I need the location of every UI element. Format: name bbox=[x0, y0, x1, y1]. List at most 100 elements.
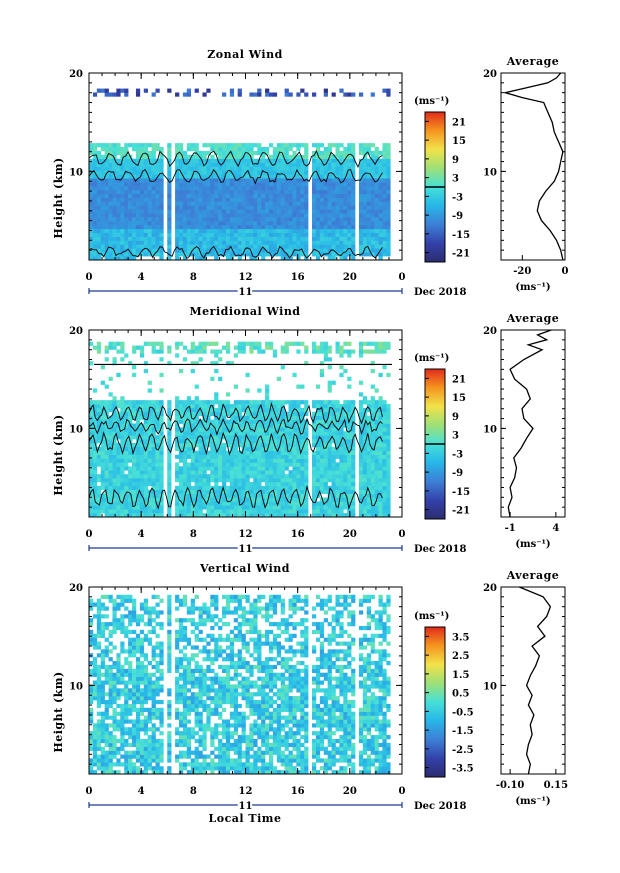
heatmap-cell bbox=[155, 162, 160, 167]
heatmap-cell bbox=[167, 256, 172, 261]
heatmap-cell bbox=[304, 400, 309, 405]
heatmap-cell bbox=[190, 435, 195, 440]
heatmap-cell bbox=[280, 182, 285, 187]
heatmap-cell bbox=[237, 407, 242, 413]
heatmap-cell bbox=[190, 341, 195, 346]
heatmap-cell bbox=[382, 341, 387, 346]
heatmap-cell bbox=[198, 170, 203, 175]
heatmap-cell bbox=[135, 170, 141, 175]
heatmap-cell bbox=[198, 345, 203, 350]
heatmap-cell bbox=[237, 493, 242, 498]
heatmap-cell bbox=[374, 489, 379, 494]
heatmap-cell bbox=[331, 232, 336, 237]
heatmap-cell bbox=[276, 166, 282, 171]
heatmap-cell bbox=[112, 462, 117, 467]
heatmap-cell bbox=[151, 92, 156, 97]
heatmap-cell bbox=[386, 201, 391, 206]
heatmap-cell bbox=[288, 439, 293, 444]
heatmap-cell bbox=[190, 189, 195, 195]
heatmap-cell bbox=[229, 236, 235, 241]
heatmap-cell bbox=[132, 209, 137, 214]
heatmap-cell bbox=[233, 217, 238, 222]
heatmap-cell bbox=[233, 228, 238, 234]
heatmap-cell bbox=[296, 404, 301, 409]
heatmap-cell bbox=[362, 154, 368, 160]
heatmap-cell bbox=[100, 224, 105, 230]
heatmap-cell bbox=[190, 415, 195, 420]
heatmap-cell bbox=[175, 497, 180, 502]
heatmap-cell bbox=[89, 166, 94, 171]
heatmap-cell bbox=[198, 431, 203, 436]
heatmap-cell bbox=[222, 240, 227, 245]
heatmap-cell bbox=[276, 501, 282, 506]
heatmap-cell bbox=[151, 345, 156, 350]
heatmap-cell bbox=[92, 240, 98, 245]
heatmap-cell bbox=[351, 244, 356, 249]
heatmap-cell bbox=[249, 221, 254, 226]
heatmap-cell bbox=[182, 513, 188, 518]
heatmap-cell bbox=[222, 415, 227, 420]
heatmap-cell bbox=[257, 166, 262, 171]
heatmap-cell bbox=[175, 143, 180, 148]
heatmap-cell bbox=[237, 162, 242, 167]
heatmap-cell bbox=[237, 470, 242, 475]
heatmap-cell bbox=[280, 446, 285, 452]
heatmap-cell bbox=[335, 513, 340, 518]
heatmap-cell bbox=[89, 622, 94, 627]
heatmap-cell bbox=[96, 513, 102, 518]
heatmap-cell bbox=[214, 209, 219, 214]
heatmap-cell bbox=[186, 205, 192, 210]
heatmap-cell bbox=[233, 248, 238, 253]
heatmap-cell bbox=[331, 217, 336, 222]
heatmap-cell bbox=[249, 174, 254, 179]
heatmap-cell bbox=[304, 197, 309, 202]
profile-line bbox=[507, 329, 552, 518]
heatmap-cell bbox=[186, 170, 192, 175]
profile-x-tick-label: 0 bbox=[562, 266, 569, 277]
heatmap-cell bbox=[237, 213, 242, 218]
heatmap-cell bbox=[323, 162, 328, 167]
heatmap-cell bbox=[182, 442, 188, 448]
heatmap-cell bbox=[327, 513, 332, 518]
heatmap-cell bbox=[292, 217, 297, 222]
heatmap-cell bbox=[327, 209, 332, 214]
heatmap-cell bbox=[304, 458, 309, 463]
heatmap-cell bbox=[190, 162, 195, 167]
heatmap-cell bbox=[89, 252, 94, 257]
heatmap-cell bbox=[351, 462, 356, 467]
heatmap-cell bbox=[116, 474, 121, 479]
heatmap-cell bbox=[186, 404, 192, 409]
heatmap-cell bbox=[218, 439, 223, 444]
heatmap-cell bbox=[343, 197, 348, 202]
heatmap-cell bbox=[143, 232, 148, 237]
heatmap-cell bbox=[175, 411, 180, 417]
heatmap-cell bbox=[182, 458, 188, 463]
heatmap-cell bbox=[276, 470, 282, 475]
heatmap-cell bbox=[343, 474, 348, 479]
heatmap-cell bbox=[347, 178, 352, 183]
heatmap-cell bbox=[257, 147, 262, 152]
heatmap-cell bbox=[104, 357, 109, 362]
heatmap-cell bbox=[312, 193, 317, 198]
heatmap-cell bbox=[343, 349, 348, 354]
heatmap-cell bbox=[167, 450, 172, 455]
heatmap-cell bbox=[100, 485, 105, 491]
heatmap-cell bbox=[194, 224, 199, 230]
colorbar-tick-label: 21 bbox=[452, 374, 466, 385]
heatmap-cell bbox=[261, 236, 266, 241]
heatmap-cell bbox=[268, 454, 274, 459]
heatmap-cell bbox=[378, 400, 383, 405]
heatmap-cell bbox=[143, 439, 148, 444]
heatmap-cell bbox=[135, 143, 141, 148]
heatmap-cell bbox=[132, 248, 137, 253]
heatmap-cell bbox=[378, 201, 383, 206]
heatmap-cell bbox=[214, 232, 219, 237]
heatmap-cell bbox=[327, 201, 332, 206]
heatmap-cell bbox=[378, 372, 383, 378]
heatmap-cell bbox=[190, 458, 195, 463]
heatmap-cell bbox=[288, 485, 293, 491]
heatmap-cell bbox=[151, 349, 156, 354]
heatmap-cell bbox=[89, 150, 94, 156]
heatmap-cell bbox=[178, 505, 184, 510]
heatmap-cell bbox=[120, 462, 125, 467]
